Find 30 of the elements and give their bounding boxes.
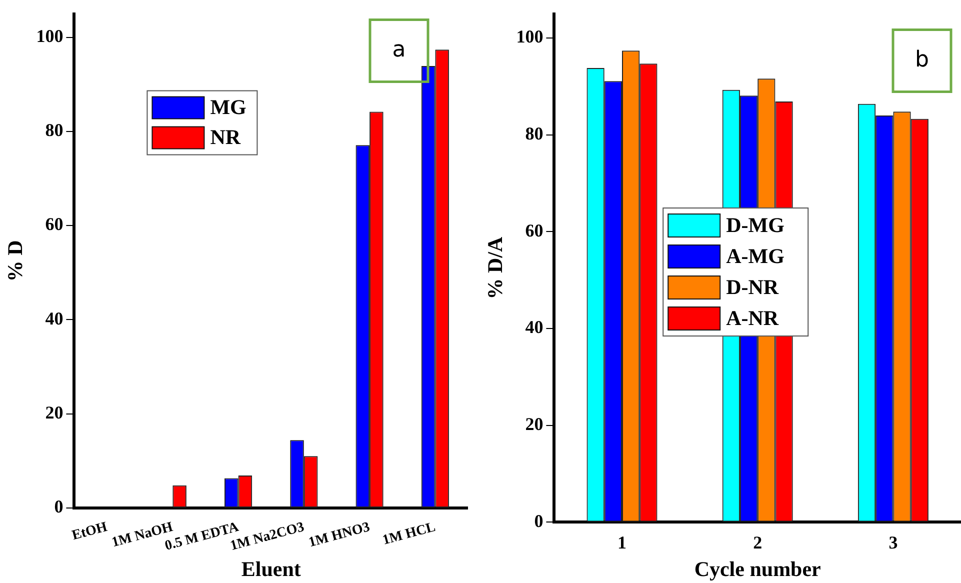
- y-tick-label: 60: [525, 220, 544, 240]
- legend-label: D-MG: [726, 212, 784, 237]
- x-tick-label: 2: [753, 532, 762, 553]
- legend-label: NR: [210, 125, 242, 150]
- x-axis-title: Eluent: [241, 556, 301, 581]
- legend-label: D-NR: [726, 274, 780, 299]
- y-tick-label: 0: [54, 496, 64, 517]
- x-tick-label: 1M HNO3: [307, 520, 372, 551]
- legend-label: A-MG: [726, 244, 784, 268]
- x-tick-label: EtOH: [70, 520, 110, 544]
- y-tick-label: 60: [45, 214, 64, 234]
- annotation: a: [392, 38, 406, 63]
- y-axis-title: % D: [3, 240, 28, 282]
- y-tick-label: 20: [525, 414, 544, 434]
- y-tick-label: 80: [525, 124, 544, 144]
- y-tick-label: 20: [45, 402, 64, 422]
- y-tick-label: 100: [516, 26, 544, 47]
- legend-label: MG: [210, 95, 246, 120]
- y-axis-title: % D/A: [483, 236, 508, 300]
- y-tick-label: 40: [525, 317, 544, 338]
- x-axis-title: Cycle number: [694, 556, 821, 581]
- annotation: b: [915, 48, 929, 73]
- x-tick-label: 3: [888, 532, 898, 553]
- x-tick-label: 1: [618, 532, 626, 553]
- y-tick-label: 100: [36, 26, 64, 46]
- y-tick-label: 0: [534, 510, 544, 531]
- x-tick-label: 1M HCL: [381, 520, 438, 548]
- y-tick-label: 40: [45, 308, 64, 328]
- y-tick-label: 80: [45, 120, 64, 140]
- legend-label: A-NR: [726, 306, 780, 330]
